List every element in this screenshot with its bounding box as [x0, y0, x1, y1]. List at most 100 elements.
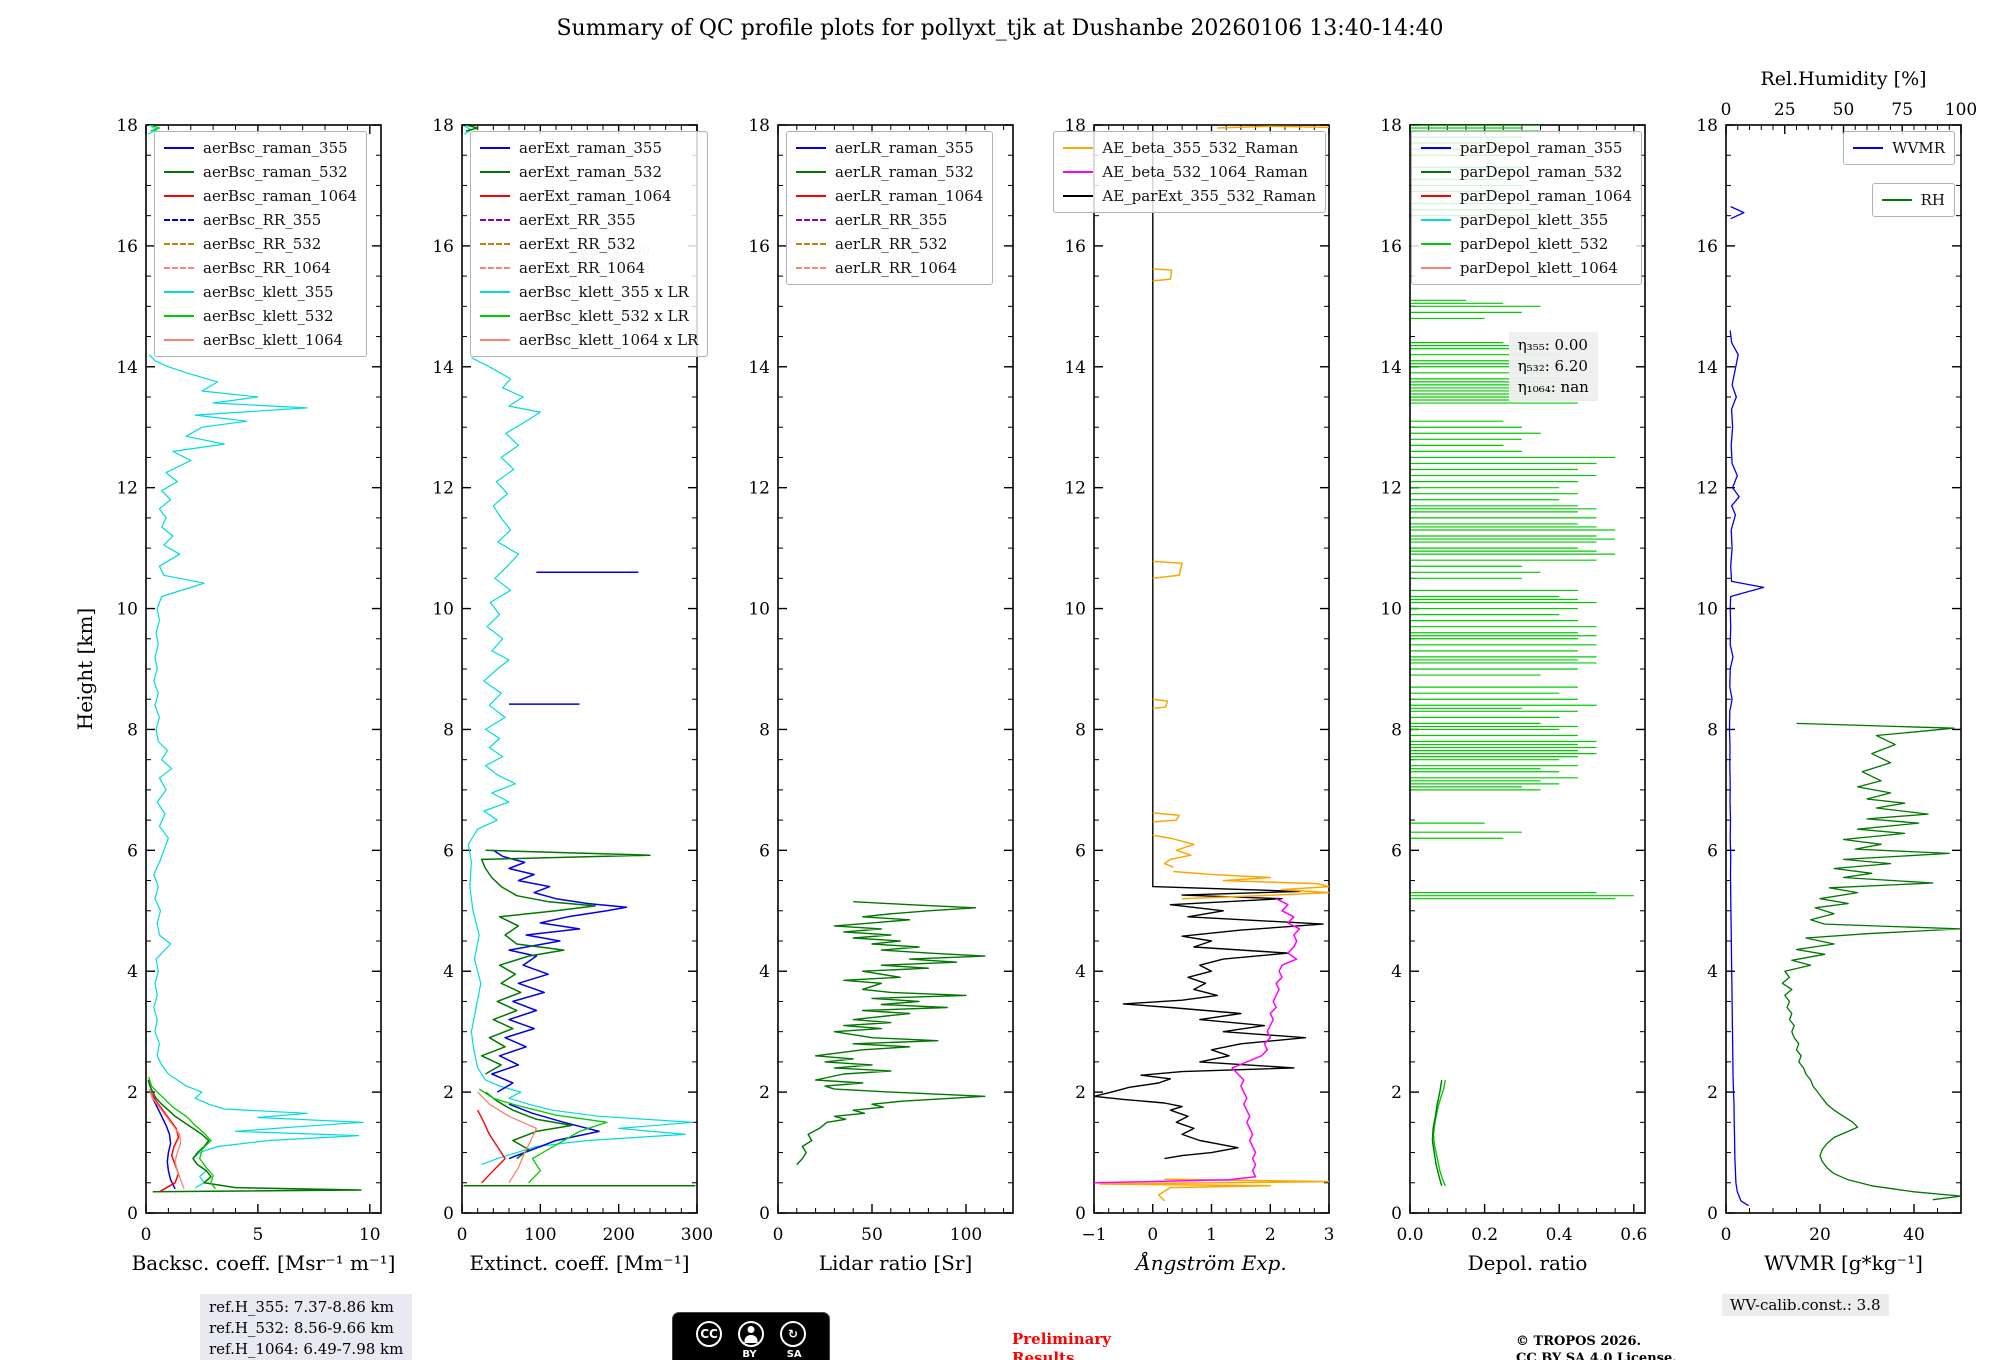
legend-line-sample	[164, 291, 194, 293]
legend-line-sample	[480, 243, 510, 245]
x-tick-label: −1	[1081, 1225, 1106, 1245]
legend-label: aerExt_RR_1064	[519, 259, 646, 277]
y-tick-label: 2	[1707, 1083, 1718, 1103]
legend-item: parDepol_raman_355	[1420, 136, 1632, 160]
series-aerExt_raman_532	[480, 849, 651, 1075]
legend-item: aerExt_raman_1064	[480, 184, 698, 208]
y-axis-label: Height [km]	[73, 608, 97, 730]
preliminary-line-2: Results.	[1012, 1348, 1080, 1360]
cc-labels: BY SA	[700, 1349, 801, 1360]
legend-line-sample	[1063, 147, 1094, 149]
series-RH	[1781, 722, 1961, 1201]
legend-label: aerBsc_klett_532	[203, 307, 334, 325]
x-tick-label: 20	[1809, 1225, 1831, 1245]
share-alike-icon: ↻	[780, 1320, 806, 1347]
legend-item: aerLR_raman_1064	[796, 184, 983, 208]
legend-item: aerBsc_klett_355	[164, 280, 357, 304]
y-tick-label: 0	[1391, 1204, 1402, 1224]
x-tick-label: 100	[950, 1225, 982, 1245]
y-tick-label: 12	[1696, 479, 1718, 499]
y-tick-label: 16	[1064, 237, 1086, 257]
series-aerBsc_klett_355_x_LR	[467, 357, 694, 1166]
y-tick-label: 8	[127, 720, 138, 740]
legend-line-sample	[480, 315, 510, 317]
series-aerBsc_raman_355	[148, 1088, 176, 1190]
tropos-copyright: © TROPOS 2026. CC BY SA 4.0 License.	[1516, 1334, 1677, 1360]
series-aerBsc_klett_355	[148, 354, 364, 1189]
legend-wvmr: WVMR	[1843, 131, 1955, 165]
x-tick-label: 0.0	[1396, 1225, 1423, 1245]
y-tick-label: 18	[1380, 116, 1402, 136]
legend-line-sample	[1420, 195, 1451, 197]
legend-item: WVMR	[1853, 136, 1945, 160]
legend-item: aerBsc_RR_532	[164, 232, 357, 256]
series-WVMR	[1730, 206, 1745, 220]
series-aerBsc_klett_1064	[148, 1088, 185, 1190]
legend-line-sample	[796, 219, 826, 221]
legend-line-sample	[164, 315, 194, 317]
y-tick-label: 8	[1075, 720, 1086, 740]
series-group-wvmr	[1728, 206, 1961, 1207]
legend-line-sample	[164, 243, 194, 245]
cc-icon: CC	[696, 1320, 722, 1347]
y-tick-label: 2	[759, 1083, 770, 1103]
y-tick-label: 14	[1064, 358, 1086, 378]
x-tick-label: 0	[457, 1225, 468, 1245]
y-tick-label: 2	[127, 1083, 138, 1103]
series-group-angstrom	[1094, 125, 1329, 1202]
tropos-line-1: © TROPOS 2026.	[1516, 1334, 1642, 1349]
top-tick-label: 75	[1891, 100, 1913, 120]
legend-item: aerBsc_klett_1064	[164, 328, 357, 352]
legend-label: aerExt_RR_355	[519, 211, 636, 229]
panel-extinction: 0 2 4 6 8 10 12 14 16 18 0 100 200 300 Extinct. coeff.…	[432, 116, 713, 1275]
legend-line-sample	[164, 339, 194, 341]
legend-line-sample	[1420, 147, 1451, 149]
series-aerBsc_raman_532	[147, 1079, 362, 1193]
series-group-lidar-ratio	[796, 901, 986, 1166]
legend-line-sample	[480, 219, 510, 221]
tropos-line-2: CC BY SA 4.0 License.	[1516, 1350, 1677, 1360]
top-tick-label: 25	[1774, 100, 1796, 120]
cc-icon-row: CC ↻	[696, 1320, 806, 1347]
legend-extinction: aerExt_raman_355 aerExt_raman_532 aerExt_r…	[470, 131, 709, 357]
x-tick-label: 0	[1147, 1225, 1158, 1245]
cc-license-badge: CC ↻ BY SA	[672, 1312, 830, 1360]
legend-line-sample	[480, 291, 510, 293]
legend-label: AE_beta_355_532_Raman	[1102, 139, 1299, 157]
person-icon	[738, 1320, 764, 1347]
preliminary-results-note: Preliminary Results.	[1012, 1330, 1111, 1360]
series-aerExt_raman_355	[491, 849, 628, 1093]
y-tick-label: 4	[127, 962, 138, 982]
legend-label: parDepol_klett_532	[1459, 235, 1609, 253]
series-aerLR_raman_532	[796, 901, 986, 1166]
legend-line-sample	[1420, 219, 1451, 221]
legend-item: aerLR_RR_355	[796, 208, 983, 232]
y-tick-label: 12	[1064, 479, 1086, 499]
legend-item: parDepol_raman_532	[1420, 160, 1632, 184]
y-tick-label: 12	[432, 479, 454, 499]
legend-label: aerBsc_raman_1064	[203, 187, 358, 205]
top-tick-label: 100	[1945, 100, 1977, 120]
legend-label: aerLR_raman_532	[835, 163, 974, 181]
series-aerExt_raman_532	[485, 1091, 573, 1160]
y-tick-label: 12	[116, 479, 138, 499]
legend-item: aerBsc_RR_1064	[164, 256, 357, 280]
legend-label: parDepol_klett_355	[1459, 211, 1609, 229]
y-tick-label: 14	[1696, 358, 1718, 378]
legend-label: aerExt_raman_532	[519, 163, 662, 181]
y-tick-label: 6	[759, 841, 770, 861]
legend-item: aerExt_raman_532	[480, 160, 698, 184]
top-tick-label: 50	[1833, 100, 1855, 120]
legend-item: aerBsc_klett_532	[164, 304, 357, 328]
y-tick-label: 18	[432, 116, 454, 136]
legend-line-sample	[164, 147, 194, 149]
legend-label: parDepol_raman_1064	[1459, 187, 1632, 205]
x-tick-label: 300	[681, 1225, 713, 1245]
legend-label: aerBsc_RR_355	[203, 211, 322, 229]
x-axis-label: WVMR [g*kg⁻¹]	[1764, 1251, 1923, 1275]
legend-label: aerExt_raman_1064	[519, 187, 672, 205]
legend-line-sample	[1063, 195, 1094, 197]
legend-label: parDepol_raman_355	[1459, 139, 1623, 157]
